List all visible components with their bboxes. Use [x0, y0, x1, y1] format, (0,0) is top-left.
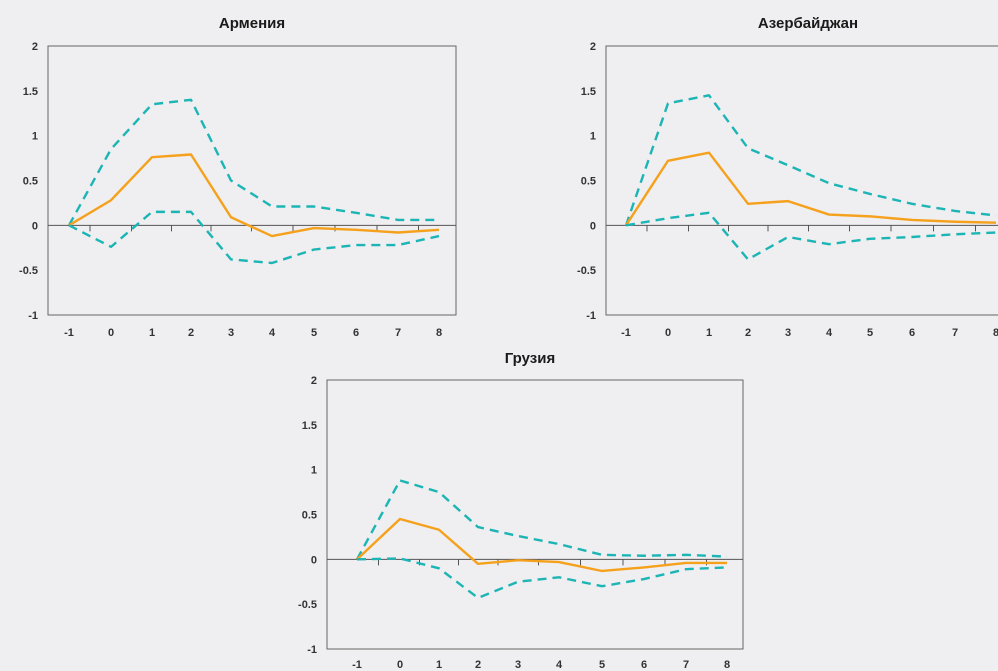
x-tick-label: 6: [353, 327, 359, 339]
x-tick-label: 7: [683, 659, 689, 671]
series-line-estimate: [356, 517, 727, 573]
series-line-estimate: [624, 151, 997, 226]
x-tick-label: 3: [228, 327, 234, 339]
y-tick-label: 2: [311, 375, 317, 387]
series-line-estimate: [68, 153, 440, 238]
chart-title: Грузия: [505, 350, 555, 367]
plot-frame: [605, 45, 998, 316]
series-line-upper: [624, 94, 997, 226]
series-line-upper: [67, 98, 439, 226]
x-tick-label: 2: [188, 327, 194, 339]
x-tick-label: 5: [599, 659, 605, 671]
y-tick-label: -1: [586, 310, 596, 322]
x-tick-label: 4: [556, 659, 563, 671]
series-line-upper: [355, 479, 728, 560]
x-tick-label: 7: [395, 327, 401, 339]
x-tick-label: 4: [826, 327, 833, 339]
y-tick-label: -1: [307, 644, 317, 656]
y-tick-label: 1.5: [23, 86, 38, 98]
x-tick-label: 5: [867, 327, 873, 339]
x-tick-label: -1: [352, 659, 362, 671]
x-tick-label: 6: [641, 659, 647, 671]
y-tick-label: 1.5: [302, 420, 317, 432]
x-tick-label: -1: [64, 327, 74, 339]
chart-title: Азербайджан: [758, 15, 858, 32]
x-tick-label: 4: [269, 327, 276, 339]
x-tick-label: 1: [436, 659, 442, 671]
chart-title: Армения: [219, 15, 285, 32]
x-tick-label: 1: [706, 327, 712, 339]
x-tick-label: 0: [665, 327, 671, 339]
y-tick-label: 0: [32, 220, 38, 232]
x-tick-label: 6: [909, 327, 915, 339]
chart-panel-2: Грузия 2 1.5 1 0.5 0 -0.5 -1 -1 0 1 2 3 4 5 6 7 8: [298, 350, 744, 671]
y-tick-label: 2: [590, 41, 596, 53]
y-tick-label: 0: [590, 220, 596, 232]
x-tick-label: 7: [952, 327, 958, 339]
x-tick-label: 5: [311, 327, 317, 339]
series-line-lower: [625, 211, 997, 261]
chart-panel-1: Азербайджан 2 1.5 1 0.5 0 -0.5 -1 -1 0 1 2 3 4 5 6 7 8: [577, 15, 998, 339]
x-tick-label: 8: [993, 327, 998, 339]
plot-frame: [326, 379, 744, 650]
x-tick-label: -1: [621, 327, 631, 339]
y-tick-label: 2: [32, 41, 38, 53]
x-tick-label: 1: [149, 327, 155, 339]
y-tick-label: 1: [32, 131, 38, 143]
series-line-lower: [68, 210, 440, 265]
y-tick-label: 1.5: [581, 86, 596, 98]
y-tick-label: 0.5: [302, 510, 317, 522]
y-tick-label: 0.5: [581, 176, 596, 188]
y-tick-label: -0.5: [298, 599, 317, 611]
x-tick-label: 0: [108, 327, 114, 339]
y-tick-label: -1: [28, 310, 38, 322]
x-tick-label: 3: [785, 327, 791, 339]
x-tick-label: 8: [724, 659, 730, 671]
series-line-lower: [356, 557, 728, 600]
x-tick-label: 2: [475, 659, 481, 671]
x-tick-label: 2: [745, 327, 751, 339]
plot-frame: [47, 45, 457, 316]
y-tick-label: -0.5: [577, 265, 596, 277]
chart-panel-0: Армения 2 1.5 1 0.5 0 -0.5 -1 -1 0 1 2 3 4 5 6 7 8: [19, 15, 457, 339]
x-tick-label: 0: [397, 659, 403, 671]
y-tick-label: 0.5: [23, 176, 38, 188]
x-tick-label: 8: [436, 327, 442, 339]
y-tick-label: -0.5: [19, 265, 38, 277]
y-tick-label: 1: [590, 131, 596, 143]
y-tick-label: 0: [311, 554, 317, 566]
y-tick-label: 1: [311, 465, 317, 477]
x-tick-label: 3: [515, 659, 521, 671]
